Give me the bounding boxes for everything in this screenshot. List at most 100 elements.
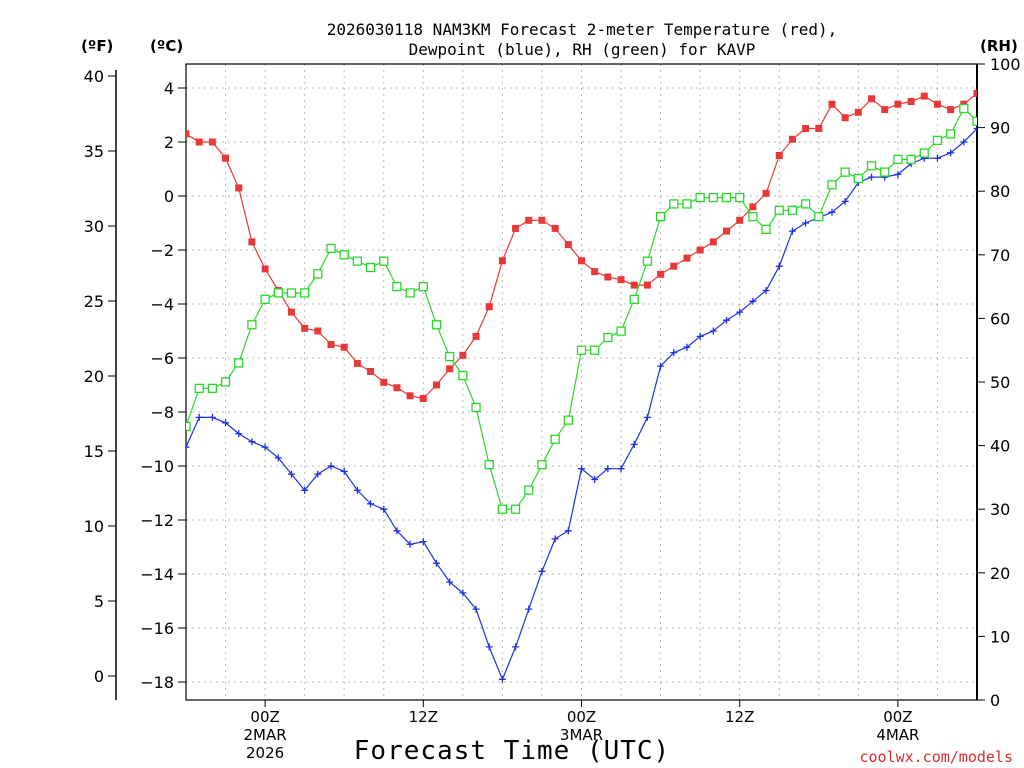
temperature-point xyxy=(564,241,572,249)
temperature-point xyxy=(195,138,203,146)
rh-point xyxy=(471,402,481,413)
dewpoint-point xyxy=(604,465,612,473)
rh-point xyxy=(510,504,521,514)
temperature-point xyxy=(222,154,230,162)
x-tick-label: 00Z xyxy=(567,708,596,726)
temperature-point xyxy=(446,365,454,373)
rh-tick-label: 90 xyxy=(990,119,1010,138)
rh-point xyxy=(379,256,389,266)
temperature-point xyxy=(393,384,401,392)
dewpoint-point xyxy=(261,443,269,451)
rh-point xyxy=(735,192,745,203)
temperature-point xyxy=(683,254,691,262)
temperature-point xyxy=(551,224,559,232)
rh-point xyxy=(484,460,494,470)
rh-point xyxy=(260,294,270,304)
celsius-tick-label: −4 xyxy=(150,295,174,314)
fahrenheit-tick-label: 5 xyxy=(94,592,104,611)
rh-point xyxy=(550,434,560,444)
fahrenheit-tick-label: 0 xyxy=(94,667,104,686)
dewpoint-line xyxy=(186,127,977,681)
dewpoint-point xyxy=(367,500,375,508)
dewpoint-point xyxy=(186,443,190,451)
temperature-point xyxy=(485,303,493,311)
dewpoint-point xyxy=(512,643,520,651)
dewpoint-point xyxy=(419,538,427,546)
rh-point xyxy=(431,320,442,330)
dewpoint-point xyxy=(696,332,704,340)
dewpoint-point xyxy=(973,125,977,132)
rh-point xyxy=(537,460,547,470)
rh-point xyxy=(866,161,877,171)
rh-point xyxy=(880,167,890,177)
rh-point xyxy=(590,345,600,355)
dewpoint-point xyxy=(446,578,454,586)
celsius-tick-label: −8 xyxy=(150,403,174,422)
rh-point xyxy=(445,351,455,362)
dewpoint-point xyxy=(287,470,295,478)
rh-point xyxy=(220,377,231,387)
dewpoint-point xyxy=(894,170,902,178)
dewpoint-point xyxy=(841,197,849,205)
temperature-point xyxy=(762,189,770,197)
rh-point xyxy=(919,148,929,158)
dewpoint-point xyxy=(538,567,546,575)
fahrenheit-units-label: (ºF) xyxy=(81,37,113,55)
rh-point xyxy=(682,199,692,209)
dewpoint-point xyxy=(657,362,665,370)
celsius-units-label: (ºC) xyxy=(150,37,183,55)
celsius-tick-label: −6 xyxy=(150,349,174,368)
dewpoint-point xyxy=(749,297,757,305)
dewpoint-point xyxy=(406,540,414,548)
rh-point xyxy=(497,504,508,514)
dewpoint-point xyxy=(195,413,203,421)
dewpoint-point xyxy=(314,470,322,478)
rh-point xyxy=(563,415,573,425)
celsius-tick-label: 0 xyxy=(164,187,174,206)
fahrenheit-tick-label: 25 xyxy=(84,292,104,311)
series-dewpoint xyxy=(186,125,977,683)
dewpoint-point xyxy=(525,605,533,613)
chart-title: 2026030118 NAM3KM Forecast 2-meter Tempe… xyxy=(327,20,838,39)
temperature-point xyxy=(723,227,731,235)
rh-tick-label: 60 xyxy=(990,309,1010,328)
dewpoint-point xyxy=(775,262,783,270)
dewpoint-point xyxy=(393,527,401,535)
rh-point xyxy=(945,129,956,139)
rh-point xyxy=(814,211,824,222)
temperature-point xyxy=(775,152,783,159)
rh-point xyxy=(800,199,811,209)
rh-point xyxy=(247,320,257,330)
dewpoint-point xyxy=(485,643,493,651)
rh-point xyxy=(207,383,218,394)
dewpoint-point xyxy=(222,419,230,427)
temperature-point xyxy=(261,265,269,273)
temperature-point xyxy=(828,100,836,108)
dewpoint-point xyxy=(380,505,388,513)
celsius-tick-label: −12 xyxy=(140,511,174,530)
dewpoint-point xyxy=(498,675,506,683)
rh-point xyxy=(313,269,323,279)
dewpoint-point xyxy=(591,476,599,483)
rh-tick-label: 80 xyxy=(990,182,1010,201)
rh-tick-label: 20 xyxy=(990,564,1010,583)
celsius-tick-label: −14 xyxy=(140,565,174,584)
rh-point xyxy=(642,256,653,266)
dewpoint-point xyxy=(828,208,836,216)
dewpoint-point xyxy=(762,287,770,294)
rh-point xyxy=(932,135,943,145)
temperature-point xyxy=(920,92,928,100)
temperature-point xyxy=(367,368,375,375)
temperature-point xyxy=(314,327,322,335)
rh-point xyxy=(959,103,969,114)
x-tick-date-label: 2MAR xyxy=(244,726,287,744)
series-layer xyxy=(186,89,977,683)
temperature-point xyxy=(657,270,665,278)
temperature-point xyxy=(933,100,941,108)
rh-point xyxy=(669,199,679,209)
rh-point xyxy=(186,421,191,432)
rh-point xyxy=(787,205,798,215)
x-tick-date-label: 4MAR xyxy=(876,726,919,744)
fahrenheit-tick-label: 40 xyxy=(84,67,104,86)
